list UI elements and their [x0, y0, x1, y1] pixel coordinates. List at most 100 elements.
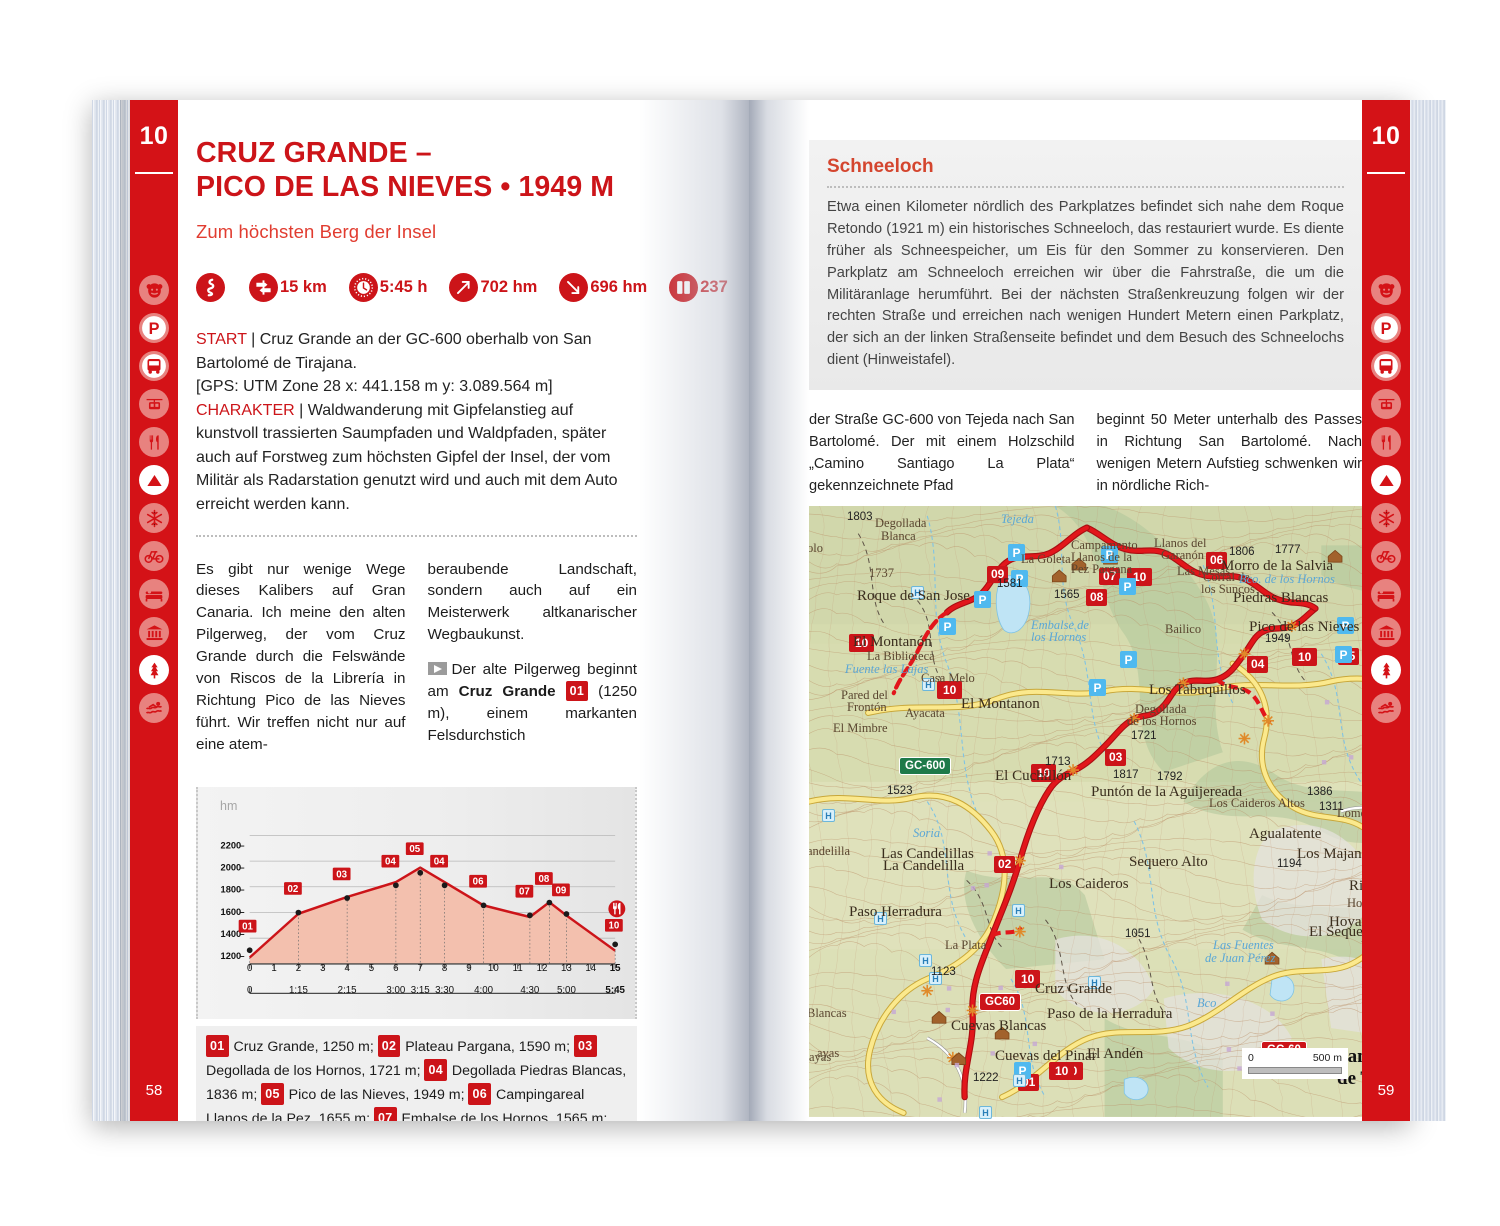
map-bus-stop-chip[interactable]: H — [1012, 904, 1025, 917]
map-place-label: El Cuchillón — [995, 768, 1071, 785]
museum-icon — [139, 617, 169, 647]
chart-time-tick: 0 — [247, 984, 253, 995]
ascent-icon — [449, 273, 478, 302]
book-spread-screenshot: 10 P — [0, 0, 1500, 1226]
infobox-divider — [827, 186, 1344, 188]
infobox-schneeloch: Schneeloch Etwa einen Kilometer nördlich… — [809, 140, 1362, 390]
map-route-marker[interactable]: 10 — [1292, 648, 1317, 666]
descent-icon — [559, 273, 588, 302]
scalebar-numbers: 0 500 m — [1248, 1052, 1342, 1064]
elevation-chart-labels: 1200–1400–1600–1800–2000–2200–0 1 2 3 4 5 6 7 8 9… — [204, 797, 627, 1013]
swimming-icon — [1371, 693, 1401, 723]
bus-icon — [139, 351, 169, 381]
chart-restaurant-icon — [608, 900, 625, 917]
map-bus-stop-chip[interactable]: H — [979, 1106, 992, 1119]
map-place-label: Bco. de los Hornos — [1239, 572, 1335, 587]
map-place-label: 1792 — [1157, 771, 1183, 783]
map-label-overlay: 0908070605040302011010101010101010PPPPPP… — [809, 506, 1410, 1121]
chart-xtick: 1 — [271, 963, 276, 974]
map-parking-chip[interactable]: P — [1120, 651, 1137, 668]
right-page-content: Schneeloch Etwa einen Kilometer nördlich… — [809, 100, 1362, 1121]
stat-map-sheet-value: 237 — [700, 278, 728, 297]
map-place-label: de Juan Pérez — [1205, 951, 1275, 966]
stat-distance: 15 km — [249, 273, 327, 302]
map-place-label: 1523 — [887, 785, 913, 797]
stat-duration-value: 5:45 h — [380, 278, 428, 297]
chart-ytick-dash: – — [239, 951, 244, 961]
clock-icon — [349, 273, 378, 302]
waypoint-badge: 03 — [574, 1035, 597, 1057]
tree-icon — [139, 655, 169, 685]
chart-waypoint-badge: 02 — [284, 882, 302, 895]
chart-ytick-dash: – — [239, 906, 244, 916]
map-place-label: 1123 — [931, 966, 956, 978]
map-road-shield-gc600[interactable]: GC-600 — [899, 757, 951, 775]
map-waypoint-badge-08[interactable]: 08 — [1086, 589, 1107, 606]
stat-descent: 696 hm — [559, 273, 647, 302]
waypoint-badge: 01 — [206, 1035, 229, 1057]
waypoint-legend-text: Plateau Pargana, 1590 m; — [401, 1039, 574, 1055]
map-place-label: Garanón — [1161, 548, 1204, 563]
map-place-label: 1713 — [1045, 756, 1071, 768]
map-parking-chip[interactable]: P — [974, 591, 991, 608]
chart-waypoint-badge: 03 — [333, 867, 351, 880]
gutter-shadow-right — [749, 100, 809, 1121]
page-edge-left — [92, 100, 130, 1121]
svg-text:06: 06 — [473, 876, 484, 887]
map-bus-stop-chip[interactable]: H — [1013, 1074, 1026, 1087]
map-place-label: 1737 — [869, 566, 894, 581]
map-place-label: olo — [809, 541, 823, 556]
waypoint-badge: 05 — [261, 1083, 284, 1105]
cable-car-icon — [1371, 389, 1401, 419]
map-place-label: Los Caideros Altos — [1209, 796, 1305, 811]
chart-time-tick: 5:00 — [557, 984, 577, 995]
map-place-label: Blancas — [809, 1006, 847, 1021]
scalebar-to: 500 m — [1313, 1052, 1342, 1064]
map-place-label: 1777 — [1275, 544, 1301, 556]
infobox-text: Etwa einen Kilometer nördlich des Parkpl… — [827, 197, 1344, 372]
stat-ascent: 702 hm — [449, 273, 537, 302]
map-place-label: Los Tabuquillos — [1149, 682, 1246, 699]
parking-icon: P — [1371, 313, 1401, 343]
map-parking-chip[interactable]: P — [1089, 679, 1106, 696]
waypoint-badge: 02 — [378, 1035, 401, 1057]
stat-map-sheet: 237 — [669, 273, 728, 302]
waypoint-legend: 01 Cruz Grande, 1250 m; 02 Plateau Parga… — [196, 1026, 637, 1121]
bicycle-icon — [1371, 541, 1401, 571]
map-place-label: Tejeda — [1001, 512, 1034, 527]
map-parking-chip[interactable]: P — [1119, 578, 1136, 595]
chart-time-tick: 4:00 — [474, 984, 494, 995]
map-parking-chip[interactable]: P — [939, 618, 956, 635]
map-place-label: El Montanon — [961, 696, 1040, 713]
kids-family-icon — [139, 275, 169, 305]
play-marker-icon — [428, 662, 447, 675]
start-label: START — [196, 331, 247, 348]
svg-text:10: 10 — [608, 920, 619, 931]
svg-text:04: 04 — [434, 856, 445, 867]
waypoint-badge: 07 — [374, 1107, 397, 1121]
map-place-label: 1565 — [1054, 589, 1080, 601]
chart-xtick: 3 — [320, 963, 325, 974]
route-map[interactable]: 0908070605040302011010101010101010PPPPPP… — [809, 506, 1410, 1121]
map-place-label: 1806 — [1229, 546, 1255, 558]
map-waypoint-badge-03[interactable]: 03 — [1105, 749, 1126, 766]
chart-xtick: 11 — [513, 963, 523, 974]
chart-time-tick: 5:45 — [605, 984, 625, 995]
waypoint-badge: 04 — [424, 1059, 447, 1081]
map-waypoint-badge-02[interactable]: 02 — [994, 856, 1015, 873]
map-bus-stop-chip[interactable]: H — [822, 809, 835, 822]
summit-icon — [139, 465, 169, 495]
map-place-label: los Hornos — [1031, 630, 1086, 645]
svg-text:08: 08 — [538, 873, 549, 884]
map-place-label: Agualatente — [1249, 826, 1321, 843]
left-page: 10 P — [92, 100, 749, 1121]
sidebar-rule-left — [135, 172, 173, 174]
signpost-icon — [249, 273, 278, 302]
map-road-shield-gc60[interactable]: GC60 — [979, 993, 1021, 1011]
right-body-col-1: der Straße GC-600 von Tejeda nach San Ba… — [809, 410, 1075, 498]
sidebar-icon-column-right: P — [1362, 275, 1410, 723]
map-parking-chip[interactable]: P — [1335, 646, 1352, 663]
chart-xtick: 8 — [442, 963, 447, 974]
map-waypoint-badge-04[interactable]: 04 — [1247, 656, 1268, 673]
parking-icon: P — [139, 313, 169, 343]
